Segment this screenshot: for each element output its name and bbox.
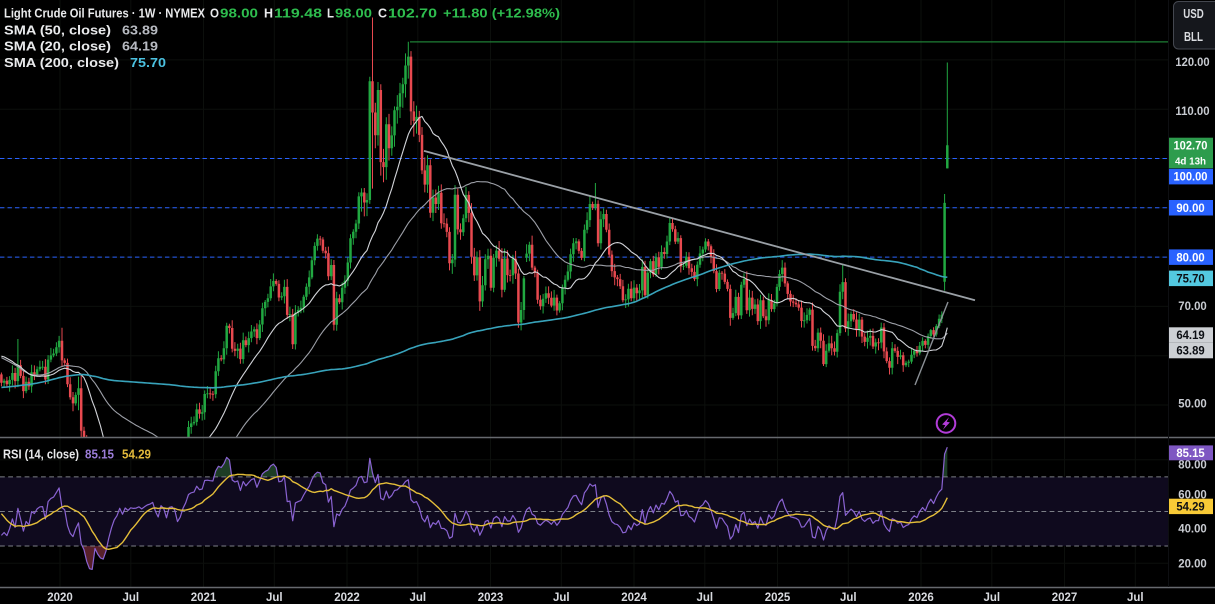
- svg-text:80.00: 80.00: [1178, 460, 1207, 472]
- svg-text:2020: 2020: [47, 592, 73, 604]
- svg-text:SMA (20, close): SMA (20, close): [4, 39, 111, 54]
- svg-text:Light Crude Oil Futures · 1W ·: Light Crude Oil Futures · 1W · NYMEX: [4, 6, 205, 21]
- svg-text:20.00: 20.00: [1178, 558, 1207, 570]
- svg-text:2022: 2022: [334, 592, 360, 604]
- svg-text:70.00: 70.00: [1178, 301, 1207, 313]
- svg-text:SMA (50, close): SMA (50, close): [4, 23, 111, 38]
- svg-text:80.00: 80.00: [1176, 252, 1204, 264]
- svg-text:H: H: [264, 6, 273, 21]
- svg-text:75.70: 75.70: [1176, 274, 1204, 286]
- svg-text:Jul: Jul: [696, 592, 713, 604]
- svg-text:60.00: 60.00: [1178, 489, 1207, 501]
- svg-text:Jul: Jul: [553, 592, 570, 604]
- svg-text:63.89: 63.89: [1176, 346, 1204, 358]
- svg-text:2021: 2021: [191, 592, 217, 604]
- svg-text:110.00: 110.00: [1175, 106, 1209, 118]
- svg-text:2025: 2025: [765, 592, 791, 604]
- svg-text:2023: 2023: [478, 592, 504, 604]
- svg-text:Jul: Jul: [266, 592, 283, 604]
- svg-text:Jul: Jul: [122, 592, 139, 604]
- svg-text:119.48: 119.48: [274, 6, 322, 21]
- svg-text:100.00: 100.00: [1174, 172, 1208, 184]
- svg-text:85.15: 85.15: [85, 447, 114, 462]
- svg-text:75.70: 75.70: [130, 55, 166, 70]
- svg-text:O: O: [210, 6, 219, 21]
- svg-text:2024: 2024: [621, 592, 647, 604]
- svg-text:4d 13h: 4d 13h: [1175, 155, 1206, 167]
- svg-text:90.00: 90.00: [1176, 203, 1204, 215]
- svg-text:L: L: [327, 6, 334, 21]
- svg-text:SMA (200, close): SMA (200, close): [4, 55, 119, 70]
- svg-text:Jul: Jul: [409, 592, 426, 604]
- svg-text:63.89: 63.89: [122, 23, 158, 38]
- svg-text:54.29: 54.29: [1176, 502, 1204, 514]
- svg-text:64.19: 64.19: [1176, 330, 1204, 342]
- svg-text:64.19: 64.19: [122, 39, 158, 54]
- svg-text:85.15: 85.15: [1176, 448, 1205, 460]
- svg-text:USD: USD: [1183, 7, 1204, 21]
- svg-text:50.00: 50.00: [1178, 399, 1207, 411]
- svg-text:102.70: 102.70: [388, 6, 437, 21]
- svg-text:2027: 2027: [1052, 592, 1078, 604]
- svg-text:40.00: 40.00: [1178, 524, 1207, 536]
- svg-text:Jul: Jul: [983, 592, 1000, 604]
- svg-text:2026: 2026: [908, 592, 934, 604]
- svg-text:Jul: Jul: [840, 592, 857, 604]
- svg-text:54.29: 54.29: [122, 447, 151, 462]
- svg-text:98.00: 98.00: [335, 6, 372, 21]
- svg-text:C: C: [378, 6, 388, 21]
- svg-text:102.70: 102.70: [1174, 141, 1208, 153]
- svg-text:RSI (14, close): RSI (14, close): [3, 447, 79, 462]
- svg-text:98.00: 98.00: [220, 6, 258, 21]
- svg-text:+11.80 (+12.98%): +11.80 (+12.98%): [443, 6, 560, 21]
- svg-text:120.00: 120.00: [1175, 57, 1209, 69]
- svg-text:BLL: BLL: [1184, 30, 1203, 44]
- svg-text:Jul: Jul: [1127, 592, 1144, 604]
